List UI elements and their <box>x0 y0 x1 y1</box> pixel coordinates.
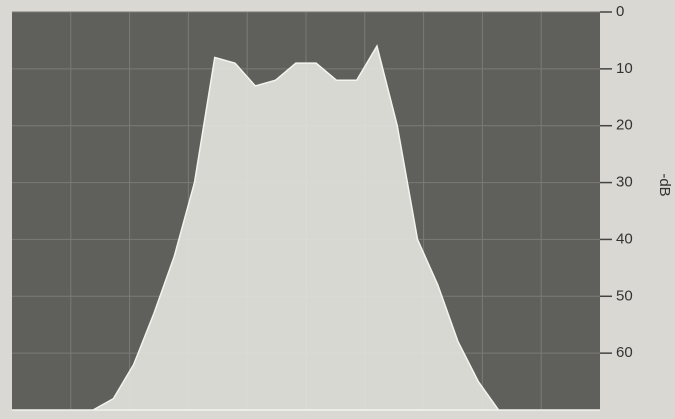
y-tick-label: 60 <box>616 344 633 361</box>
y-tick-label: 0 <box>616 3 624 20</box>
y-tick-label: 40 <box>616 230 633 247</box>
y-tick-label: 30 <box>616 174 633 191</box>
y-tick-label: 50 <box>616 287 633 304</box>
y-tick-label: 10 <box>616 60 633 77</box>
chart: -dB 0 10 20 30 40 50 60 <box>0 0 675 419</box>
y-tick-label: 20 <box>616 117 633 134</box>
y-axis-label: -dB <box>656 173 673 196</box>
